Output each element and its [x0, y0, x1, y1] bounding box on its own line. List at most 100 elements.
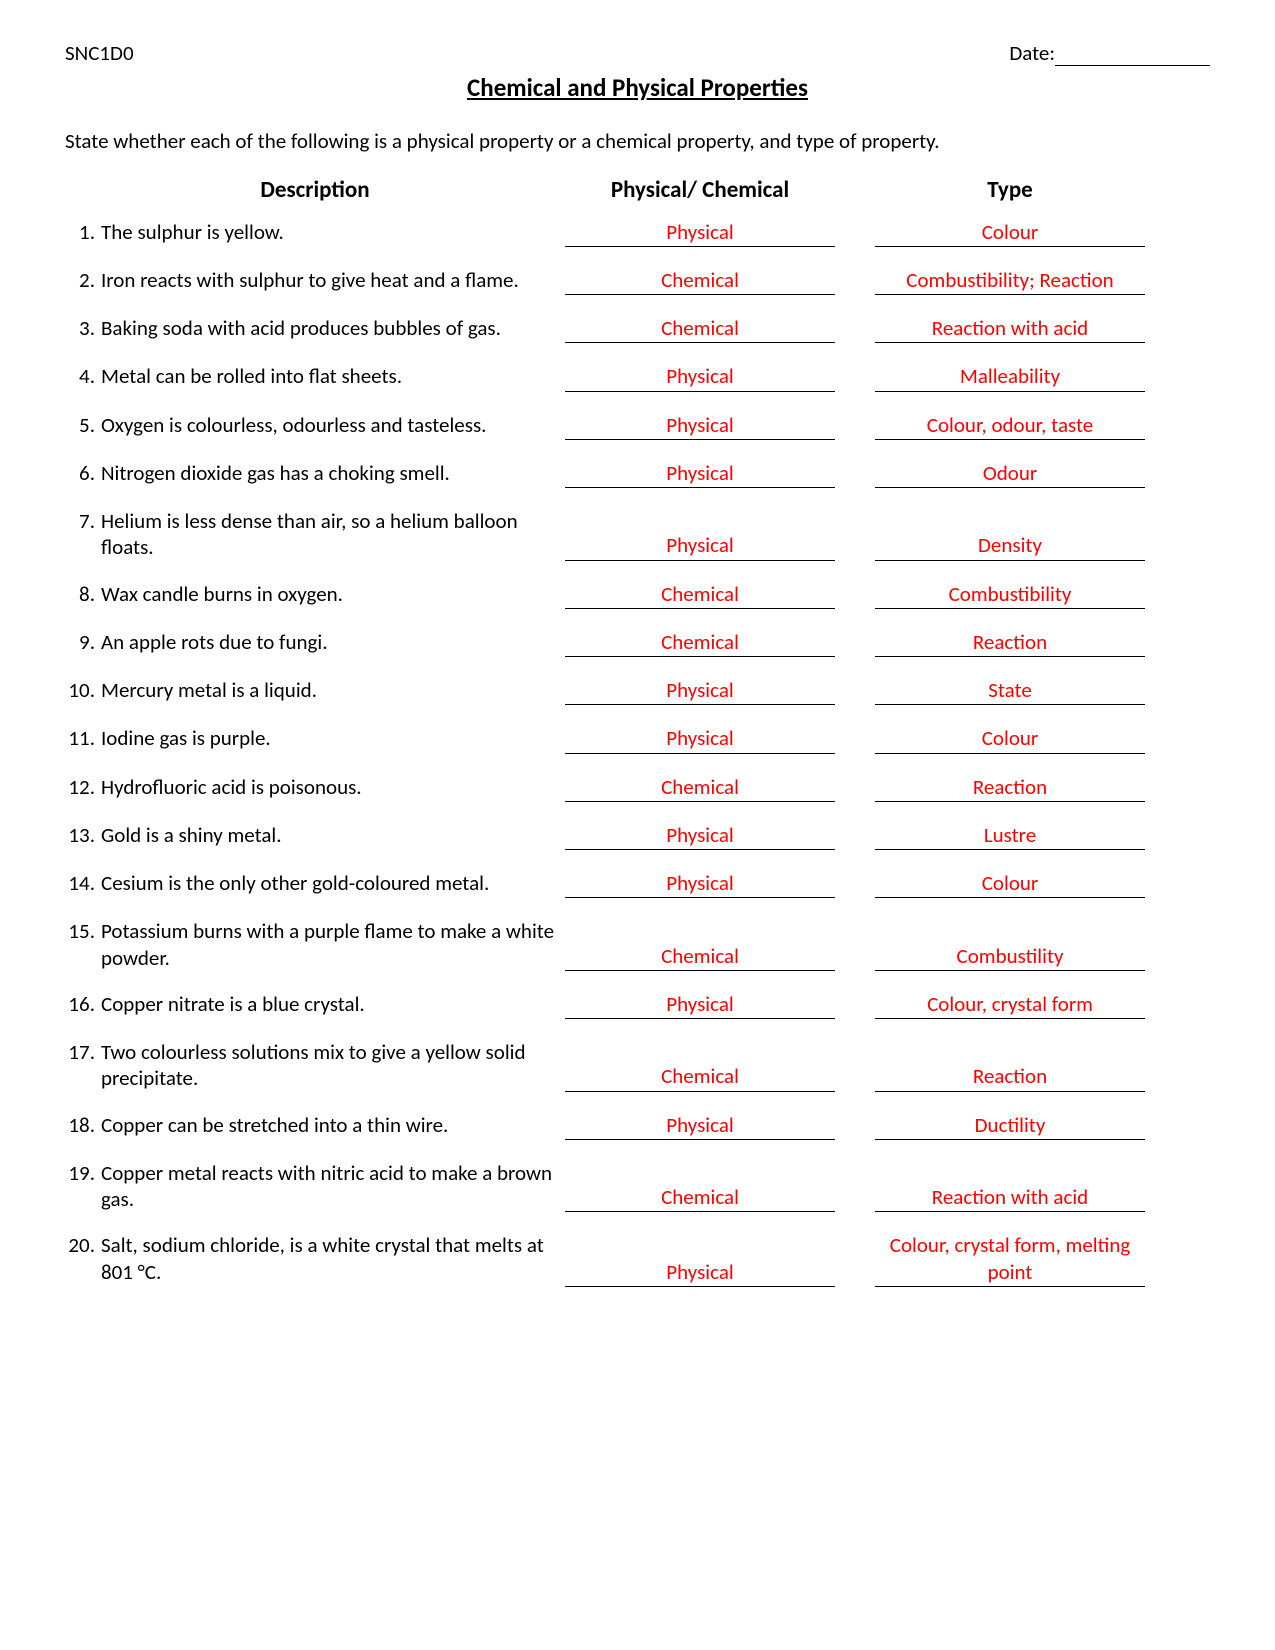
row-physical-chemical-answer[interactable]: Chemical — [565, 315, 835, 343]
worksheet-row: 9.An apple rots due to fungi.Chemical Rea… — [65, 629, 1210, 657]
row-type-answer[interactable]: Colour, crystal form — [875, 991, 1145, 1019]
row-physical-chemical-answer[interactable]: Physical — [565, 412, 835, 440]
row-description: Copper nitrate is a blue crystal. — [101, 991, 565, 1017]
row-type-answer[interactable]: Density — [875, 532, 1145, 560]
worksheet-rows: 1.The sulphur is yellow.PhysicalColour2.… — [65, 219, 1210, 1287]
row-number: 20. — [65, 1232, 101, 1258]
date-blank-line[interactable] — [1055, 46, 1210, 66]
row-description: Helium is less dense than air, so a heli… — [101, 508, 565, 561]
row-description: An apple rots due to fungi. — [101, 629, 565, 655]
row-physical-chemical-answer[interactable]: Physical — [565, 219, 835, 247]
row-type-answer[interactable]: Combustility — [875, 943, 1145, 971]
row-type-answer[interactable]: Colour — [875, 870, 1145, 898]
row-number: 5. — [65, 412, 101, 438]
row-number: 19. — [65, 1160, 101, 1186]
row-number: 3. — [65, 315, 101, 341]
column-headers: Description Physical/ Chemical Type — [65, 176, 1210, 205]
row-description: Iodine gas is purple. — [101, 725, 565, 751]
row-number: 7. — [65, 508, 101, 534]
header-type: Type — [875, 176, 1145, 205]
row-physical-chemical-answer[interactable]: Chemical — [565, 943, 835, 971]
worksheet-row: 6.Nitrogen dioxide gas has a choking sme… — [65, 460, 1210, 488]
row-physical-chemical-answer[interactable]: Physical — [565, 725, 835, 753]
worksheet-row: 7.Helium is less dense than air, so a he… — [65, 508, 1210, 561]
worksheet-row: 14.Cesium is the only other gold-coloure… — [65, 870, 1210, 898]
worksheet-row: 16.Copper nitrate is a blue crystal.Phys… — [65, 991, 1210, 1019]
row-type-answer[interactable]: Colour — [875, 725, 1145, 753]
row-physical-chemical-answer[interactable]: Physical — [565, 532, 835, 560]
row-description: Hydrofluoric acid is poisonous. — [101, 774, 565, 800]
row-type-answer[interactable]: Malleability — [875, 363, 1145, 391]
row-type-answer[interactable]: Odour — [875, 460, 1145, 488]
worksheet-row: 17.Two colourless solutions mix to give … — [65, 1039, 1210, 1092]
row-type-answer[interactable]: Lustre — [875, 822, 1145, 850]
row-type-answer[interactable]: Reaction — [875, 1063, 1145, 1091]
row-description: Salt, sodium chloride, is a white crysta… — [101, 1232, 565, 1285]
date-field: Date: — [1009, 40, 1210, 66]
row-description: Wax candle burns in oxygen. — [101, 581, 565, 607]
row-physical-chemical-answer[interactable]: Physical — [565, 363, 835, 391]
row-number: 10. — [65, 677, 101, 703]
row-physical-chemical-answer[interactable]: Physical — [565, 677, 835, 705]
page-title: Chemical and Physical Properties — [65, 72, 1210, 103]
row-description: Cesium is the only other gold-coloured m… — [101, 870, 565, 896]
row-type-answer[interactable]: Reaction with acid — [875, 315, 1145, 343]
row-number: 4. — [65, 363, 101, 389]
row-description: Nitrogen dioxide gas has a choking smell… — [101, 460, 565, 486]
row-description: Gold is a shiny metal. — [101, 822, 565, 848]
course-code: SNC1D0 — [65, 40, 134, 66]
worksheet-row: 12.Hydrofluoric acid is poisonous.Chemic… — [65, 774, 1210, 802]
row-physical-chemical-answer[interactable]: Chemical — [565, 774, 835, 802]
row-physical-chemical-answer[interactable]: Chemical — [565, 1184, 835, 1212]
instructions-text: State whether each of the following is a… — [65, 128, 1210, 154]
row-physical-chemical-answer[interactable]: Chemical — [565, 629, 835, 657]
row-number: 1. — [65, 219, 101, 245]
worksheet-row: 11.Iodine gas is purple.Physical Colour — [65, 725, 1210, 753]
row-number: 12. — [65, 774, 101, 800]
header-line: SNC1D0 Date: — [65, 40, 1210, 66]
row-number: 15. — [65, 918, 101, 944]
row-type-answer[interactable]: State — [875, 677, 1145, 705]
row-description: Baking soda with acid produces bubbles o… — [101, 315, 565, 341]
row-description: Iron reacts with sulphur to give heat an… — [101, 267, 565, 293]
row-physical-chemical-answer[interactable]: Chemical — [565, 267, 835, 295]
row-number: 6. — [65, 460, 101, 486]
row-physical-chemical-answer[interactable]: Physical — [565, 991, 835, 1019]
row-number: 11. — [65, 725, 101, 751]
row-number: 16. — [65, 991, 101, 1017]
row-physical-chemical-answer[interactable]: Physical — [565, 1259, 835, 1287]
date-label: Date: — [1009, 40, 1055, 66]
worksheet-row: 18.Copper can be stretched into a thin w… — [65, 1112, 1210, 1140]
worksheet-row: 4.Metal can be rolled into flat sheets.P… — [65, 363, 1210, 391]
worksheet-row: 2.Iron reacts with sulphur to give heat … — [65, 267, 1210, 295]
row-number: 13. — [65, 822, 101, 848]
header-physical-chemical: Physical/ Chemical — [565, 176, 835, 205]
row-type-answer[interactable]: Reaction — [875, 629, 1145, 657]
row-physical-chemical-answer[interactable]: Physical — [565, 1112, 835, 1140]
worksheet-row: 1.The sulphur is yellow.Physical Colour — [65, 219, 1210, 247]
row-type-answer[interactable]: Combustibility — [875, 581, 1145, 609]
row-type-answer[interactable]: Reaction — [875, 774, 1145, 802]
worksheet-row: 13.Gold is a shiny metal.Physical Lustre — [65, 822, 1210, 850]
row-physical-chemical-answer[interactable]: Physical — [565, 870, 835, 898]
row-type-answer[interactable]: Colour — [875, 219, 1145, 247]
row-physical-chemical-answer[interactable]: Physical — [565, 822, 835, 850]
row-type-answer[interactable]: Ductility — [875, 1112, 1145, 1140]
row-description: Copper metal reacts with nitric acid to … — [101, 1160, 565, 1213]
worksheet-row: 8.Wax candle burns in oxygen.Chemical Com… — [65, 581, 1210, 609]
row-physical-chemical-answer[interactable]: Chemical — [565, 1063, 835, 1091]
row-type-answer[interactable]: Colour, odour, taste — [875, 412, 1145, 440]
row-type-answer[interactable]: Reaction with acid — [875, 1184, 1145, 1212]
row-number: 8. — [65, 581, 101, 607]
row-description: The sulphur is yellow. — [101, 219, 565, 245]
row-number: 2. — [65, 267, 101, 293]
row-physical-chemical-answer[interactable]: Physical — [565, 460, 835, 488]
row-number: 18. — [65, 1112, 101, 1138]
worksheet-row: 15.Potassium burns with a purple flame t… — [65, 918, 1210, 971]
row-number: 9. — [65, 629, 101, 655]
row-description: Two colourless solutions mix to give a y… — [101, 1039, 565, 1092]
row-physical-chemical-answer[interactable]: Chemical — [565, 581, 835, 609]
row-type-answer[interactable]: Colour, crystal form, melting point — [875, 1232, 1145, 1287]
row-type-answer[interactable]: Combustibility; Reaction — [875, 267, 1145, 295]
row-description: Metal can be rolled into flat sheets. — [101, 363, 565, 389]
